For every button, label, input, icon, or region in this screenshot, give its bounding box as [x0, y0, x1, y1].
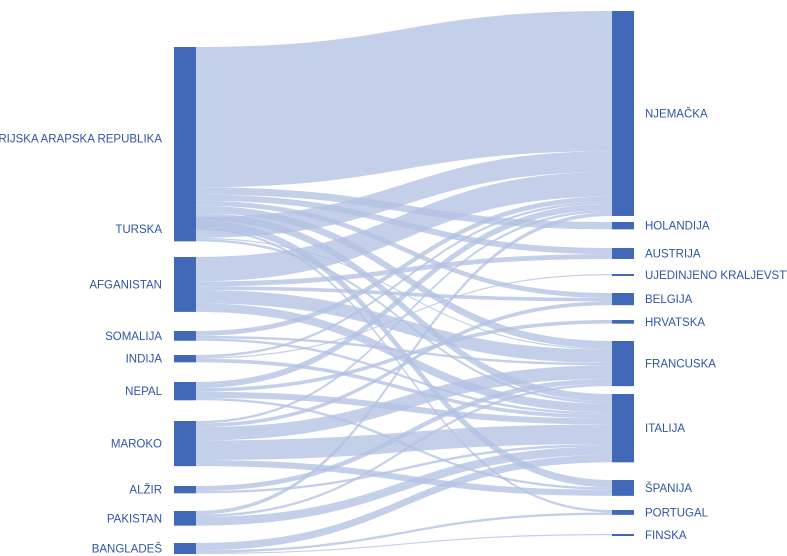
link-bd-it	[196, 455, 612, 551]
link-ma-it	[196, 424, 612, 461]
link-af-it	[196, 303, 612, 413]
source-label-ma: MAROKO	[111, 439, 162, 451]
link-sy-fr	[196, 205, 612, 349]
target-node-es	[612, 480, 634, 496]
target-node-hr	[612, 320, 634, 324]
target-label-it: ITALIJA	[645, 423, 685, 435]
link-dz-it	[196, 444, 612, 494]
source-label-af: AFGANISTAN	[89, 279, 162, 291]
source-label-bd: BANGLADEŠ	[92, 542, 163, 555]
source-node-in	[174, 355, 196, 363]
link-in-it	[196, 358, 612, 419]
link-tr-de	[196, 151, 612, 238]
target-node-be	[612, 293, 634, 306]
link-pk-de	[196, 212, 612, 515]
source-node-pk	[174, 511, 196, 526]
link-so-it	[196, 338, 612, 415]
link-bd-fi	[196, 534, 612, 554]
target-node-at	[612, 248, 634, 259]
link-ma-fr	[196, 365, 612, 441]
target-node-fr	[612, 341, 634, 387]
target-node-de	[612, 11, 634, 216]
link-af-de	[196, 172, 612, 282]
source-label-so: SOMALIJA	[105, 331, 162, 343]
link-np-de	[196, 203, 612, 389]
flow-links	[196, 11, 612, 554]
target-label-uk: UJEDINJENO KRALJEVSTVO	[645, 270, 787, 282]
source-node-tr	[174, 217, 196, 242]
target-label-es: ŠPANIJA	[645, 482, 692, 495]
link-sy-be	[196, 200, 612, 298]
link-so-fr	[196, 335, 612, 366]
source-label-tr: TURSKA	[115, 224, 162, 236]
source-label-np: NEPAL	[125, 386, 162, 398]
source-node-sy	[174, 47, 196, 230]
link-np-hr	[196, 320, 612, 392]
link-pk-it	[196, 446, 612, 526]
target-label-at: AUSTRIJA	[645, 248, 701, 260]
link-in-de	[196, 201, 612, 358]
link-dz-fr	[196, 378, 612, 491]
source-node-so	[174, 331, 196, 341]
source-label-dz: ALŽIR	[129, 484, 162, 497]
target-label-pt: PORTUGAL	[645, 507, 709, 519]
link-sy-pt	[196, 227, 612, 513]
target-node-nl	[612, 222, 634, 230]
link-ma-de	[196, 209, 612, 424]
source-node-ma	[174, 421, 196, 467]
link-sy-it	[196, 212, 612, 402]
target-label-be: BELGIJA	[645, 294, 693, 306]
target-label-nl: HOLANDIJA	[645, 221, 710, 233]
link-af-fr	[196, 289, 612, 363]
source-label-in: INDIJA	[126, 354, 163, 366]
target-label-de: NJEMAČKA	[645, 107, 708, 120]
link-sy-de	[196, 11, 612, 188]
source-node-np	[174, 382, 196, 401]
link-pk-fr	[196, 383, 612, 518]
flow-nodes	[174, 11, 634, 554]
source-label-pk: PAKISTAN	[107, 513, 162, 525]
source-label-sy: SIRIJSKA ARAPSKA REPUBLIKA	[0, 134, 162, 146]
link-bd-pt	[196, 512, 612, 553]
link-af-at	[196, 254, 612, 287]
source-node-dz	[174, 486, 196, 494]
target-label-fr: FRANCUSKA	[645, 359, 716, 371]
source-node-af	[174, 257, 196, 312]
link-so-de	[196, 196, 612, 336]
target-node-fi	[612, 534, 634, 536]
target-node-it	[612, 394, 634, 463]
source-node-bd	[174, 543, 196, 554]
target-label-hr: HRVATSKA	[645, 317, 705, 329]
target-node-uk	[612, 274, 634, 276]
target-label-fi: FINSKA	[645, 530, 687, 542]
link-ma-es	[196, 460, 612, 496]
node-labels: SIRIJSKA ARAPSKA REPUBLIKA TURSKA AFGANIST…	[0, 107, 787, 555]
target-node-pt	[612, 510, 634, 515]
